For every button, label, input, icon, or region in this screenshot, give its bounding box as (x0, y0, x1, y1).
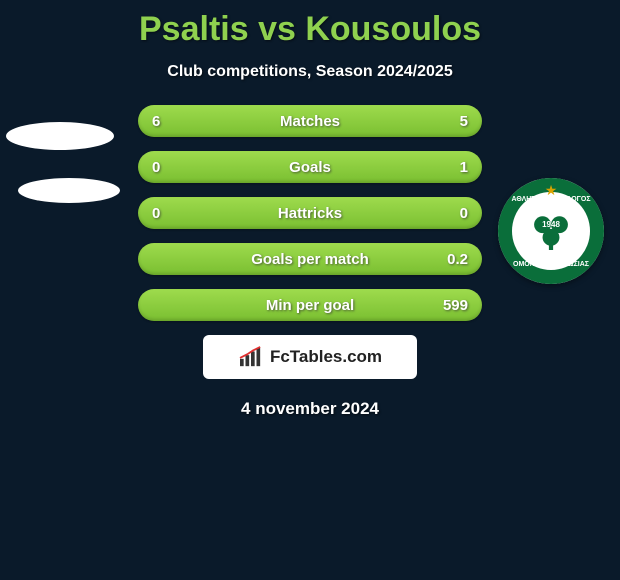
stat-row-hattricks: 0 Hattricks 0 (138, 197, 482, 229)
bar-chart-icon (238, 346, 264, 368)
badge-year: 1948 (542, 220, 560, 229)
player2-club-badge: ★ ΑΘΛΗΤΙΚΟΣ ΣΥΛΛΟΓΟΣ ΟΜΟΝΟΙΑ ΛΕΥΚΩΣΙΑΣ 1… (498, 178, 604, 284)
stat-right-value: 0.2 (447, 251, 468, 268)
stat-right-value: 1 (460, 159, 468, 176)
stat-label: Goals per match (251, 251, 369, 268)
comparison-subtitle: Club competitions, Season 2024/2025 (0, 63, 620, 81)
comparison-title: Psaltis vs Kousoulos (0, 0, 620, 49)
stats-container: 6 Matches 5 0 Goals 1 0 Hattricks 0 Goal… (138, 105, 482, 321)
stat-left-value: 6 (152, 113, 160, 130)
stat-left-value: 0 (152, 205, 160, 222)
stat-right-value: 0 (460, 205, 468, 222)
badge-bottom-text: ΟΜΟΝΟΙΑ ΛΕΥΚΩΣΙΑΣ (513, 261, 589, 268)
stat-label: Hattricks (278, 205, 342, 222)
stat-label: Min per goal (266, 297, 354, 314)
stat-right-value: 5 (460, 113, 468, 130)
stat-left-value: 0 (152, 159, 160, 176)
stat-label: Goals (289, 159, 331, 176)
stat-row-goals: 0 Goals 1 (138, 151, 482, 183)
stat-right-value: 599 (443, 297, 468, 314)
brand-name: FcTables.com (270, 347, 382, 367)
badge-center: 1948 (522, 202, 580, 260)
snapshot-date: 4 november 2024 (0, 399, 620, 419)
stat-row-min-per-goal: Min per goal 599 (138, 289, 482, 321)
player1-club-placeholder (18, 178, 120, 203)
stat-row-matches: 6 Matches 5 (138, 105, 482, 137)
stat-row-goals-per-match: Goals per match 0.2 (138, 243, 482, 275)
shamrock-icon (529, 212, 573, 250)
stat-label: Matches (280, 113, 340, 130)
brand-logo-box[interactable]: FcTables.com (203, 335, 417, 379)
player1-avatar-placeholder (6, 122, 114, 150)
